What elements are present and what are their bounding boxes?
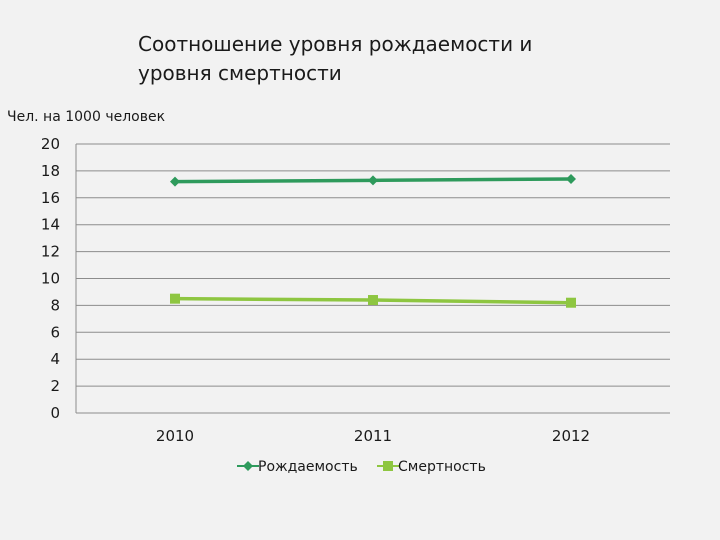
series — [170, 173, 576, 308]
y-tick-label: 8 — [50, 296, 60, 314]
x-tick-label: 2012 — [552, 427, 590, 445]
y-tick-label: 18 — [41, 162, 60, 180]
axes: 0 2 4 6 8 10 12 14 16 18 20 2010 2011 2012 — [41, 135, 670, 445]
data-point — [170, 176, 180, 187]
y-tick-label: 12 — [41, 243, 60, 261]
data-point — [368, 175, 378, 186]
y-tick-label: 14 — [41, 216, 60, 234]
legend-label: Рождаемость — [258, 459, 358, 475]
data-point — [368, 295, 378, 306]
y-tick-label: 2 — [50, 377, 60, 395]
y-tick-label: 6 — [50, 323, 60, 341]
y-tick-label: 16 — [41, 189, 60, 207]
y-tick-label: 10 — [41, 270, 60, 288]
legend-label: Смертность — [398, 459, 486, 475]
data-point — [566, 297, 576, 308]
legend-marker — [243, 461, 253, 471]
x-tick-label: 2010 — [156, 427, 194, 445]
y-tick-label: 4 — [50, 350, 60, 368]
data-point — [566, 173, 576, 184]
legend: Рождаемость Смертность — [237, 459, 486, 475]
y-axis-label: Чел. на 1000 человек — [7, 109, 165, 125]
x-tick-label: 2011 — [354, 427, 392, 445]
chart-title-line-2: уровня смертности — [138, 61, 342, 85]
y-tick-label: 20 — [41, 135, 60, 153]
y-tick-label: 0 — [50, 404, 60, 422]
data-point — [170, 293, 180, 304]
legend-marker — [383, 461, 393, 471]
grid — [76, 143, 670, 387]
chart-title-line-1: Соотношение уровня рождаемости и — [138, 32, 532, 56]
